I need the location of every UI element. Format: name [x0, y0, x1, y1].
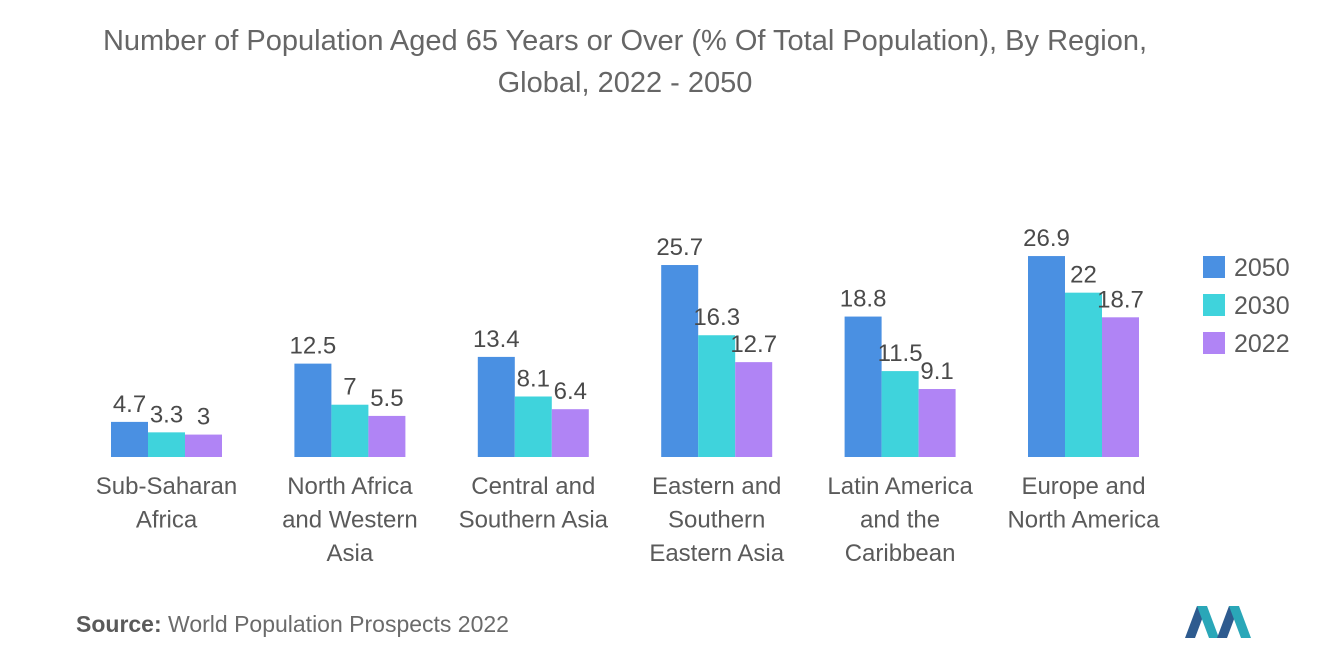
category-label-1-1: and Western	[282, 507, 418, 534]
legend-label-2030: 2030	[1234, 292, 1290, 320]
bar-2030-5	[1065, 292, 1102, 457]
data-label-2022-5: 18.7	[1097, 286, 1144, 313]
chart-title: Number of Population Aged 65 Years or Ov…	[102, 25, 1148, 99]
data-label-2050-5: 26.9	[1023, 225, 1070, 252]
bar-2050-5	[1028, 256, 1065, 457]
data-label-2022-1: 5.5	[370, 385, 403, 412]
bar-2030-3	[698, 335, 736, 457]
bar-2022-5	[1102, 317, 1139, 457]
bar-2030-2	[514, 396, 552, 457]
data-label-2022-3: 12.7	[730, 331, 777, 358]
data-label-2022-4: 9.1	[920, 358, 953, 385]
category-label-4-0: Latin America	[827, 473, 973, 500]
mordor-logo-icon	[1185, 606, 1251, 638]
category-label-4-1: and the	[860, 507, 940, 534]
legend-swatch-2050	[1203, 256, 1225, 278]
data-label-2050-1: 12.5	[290, 333, 337, 360]
data-label-2050-2: 13.4	[473, 326, 520, 353]
category-label-3-2: Eastern Asia	[649, 540, 784, 567]
category-label-3-0: Eastern and	[652, 473, 781, 500]
bar-2050-3	[661, 265, 699, 457]
category-label-0-1: Africa	[136, 507, 198, 534]
bar-2022-4	[918, 389, 956, 457]
data-label-2030-1: 7	[343, 374, 356, 401]
legend-label-2050: 2050	[1234, 254, 1290, 282]
legend-label-2022: 2022	[1234, 330, 1290, 358]
source-text: World Population Prospects 2022	[168, 611, 509, 637]
category-label-1-2: Asia	[327, 540, 374, 567]
bar-2050-2	[477, 356, 515, 457]
data-label-2030-3: 16.3	[693, 304, 740, 331]
source-label: Source:	[76, 611, 162, 637]
data-label-2030-0: 3.3	[150, 401, 183, 428]
bar-2022-0	[185, 434, 222, 457]
data-label-2030-5: 22	[1070, 262, 1097, 289]
legend-swatch-2022	[1203, 332, 1225, 354]
bar-2030-4	[881, 371, 919, 457]
category-label-5-0: Europe and	[1021, 473, 1145, 500]
category-label-1-0: North Africa	[287, 473, 413, 500]
category-label-2-1: Southern Asia	[459, 507, 609, 534]
bar-2022-3	[735, 362, 773, 457]
category-label-2-0: Central and	[471, 473, 595, 500]
data-label-2022-2: 6.4	[554, 378, 587, 405]
data-label-2050-4: 18.8	[840, 286, 887, 313]
data-label-2050-3: 25.7	[656, 234, 703, 261]
data-label-2022-0: 3	[197, 404, 210, 431]
legend-swatch-2030	[1203, 294, 1225, 316]
category-label-4-2: Caribbean	[845, 540, 956, 567]
bar-2050-4	[844, 316, 882, 457]
category-label-5-1: North America	[1007, 507, 1160, 534]
bar-2030-1	[331, 404, 369, 457]
bar-2050-0	[111, 421, 148, 457]
bar-2022-2	[551, 409, 589, 457]
bar-2050-1	[294, 363, 332, 457]
bar-2022-1	[368, 415, 406, 457]
bar-chart: 4.7 3.3 3 Sub-Saharan Africa 12.57 5.5 North Af…	[96, 225, 1290, 567]
data-label-2050-0: 4.7	[113, 391, 146, 418]
bar-2030-0	[148, 432, 185, 457]
category-label-3-1: Southern	[668, 507, 765, 534]
data-label-2030-4: 11.5	[878, 340, 923, 367]
source-note: Source: World Population Prospects 2022	[76, 611, 509, 638]
category-label-0-0: Sub-Saharan	[96, 473, 237, 500]
data-label-2030-2: 8.1	[517, 365, 550, 392]
